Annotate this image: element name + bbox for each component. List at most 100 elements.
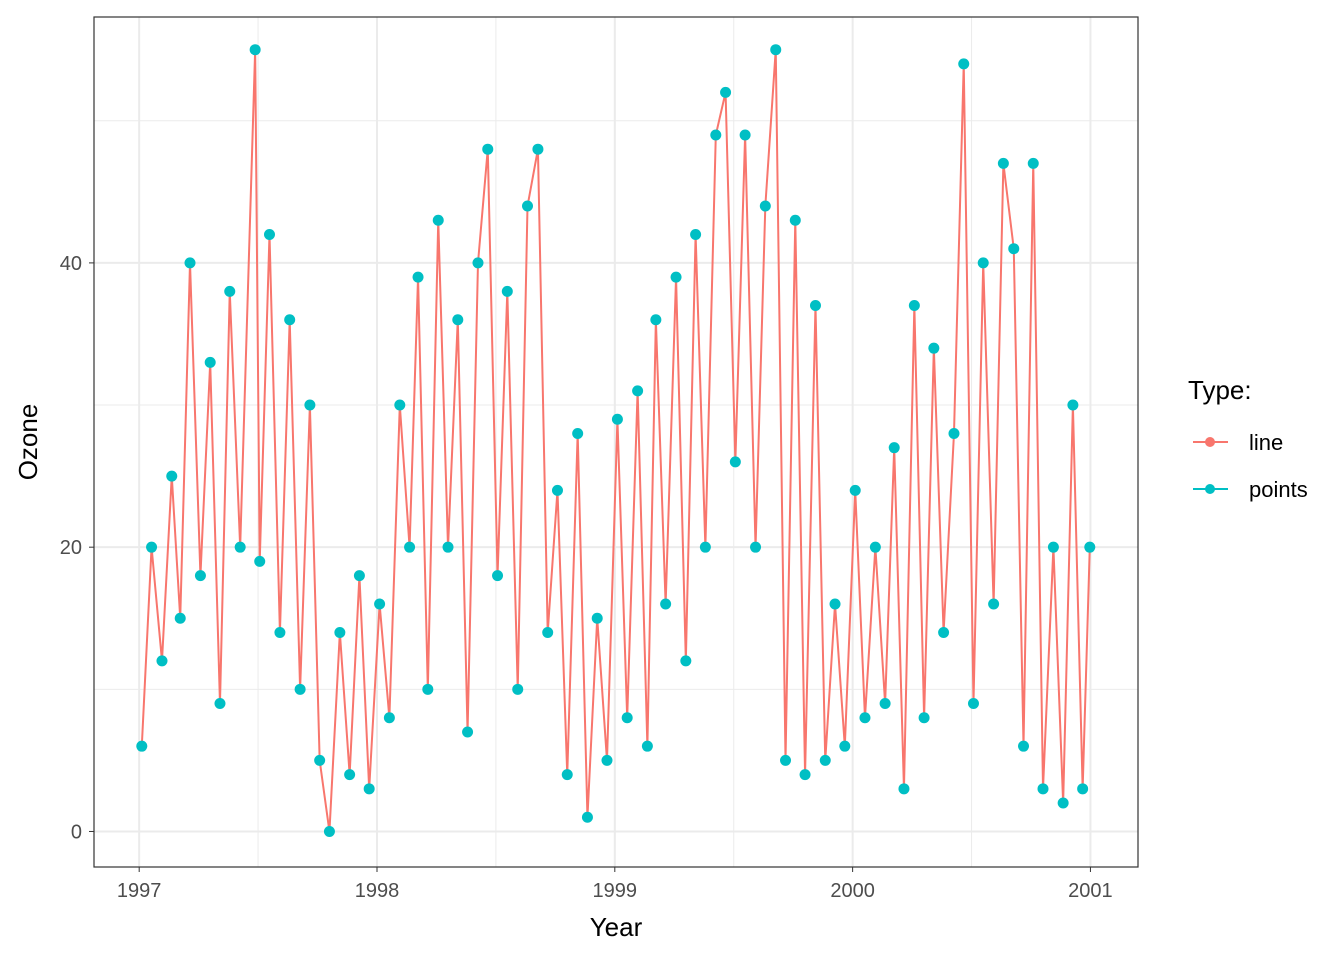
grid [94, 17, 1138, 867]
legend: Type: line points [1188, 375, 1308, 502]
data-point [1037, 783, 1049, 795]
data-point [532, 143, 544, 155]
x-tick-label: 1999 [593, 880, 638, 902]
data-point [374, 598, 386, 610]
data-point [780, 754, 792, 766]
data-point [849, 484, 861, 496]
data-point [482, 143, 494, 155]
data-point [908, 300, 920, 312]
x-axis: 1997 1998 1999 2000 2001 [117, 867, 1113, 902]
data-point [641, 740, 653, 752]
data-point [977, 257, 989, 269]
data-point [383, 712, 395, 724]
data-point [1047, 541, 1059, 553]
data-point [770, 44, 782, 56]
data-point [819, 754, 831, 766]
data-point [1077, 783, 1089, 795]
data-point [789, 214, 801, 226]
data-point [146, 541, 158, 553]
data-point [1027, 157, 1039, 169]
data-point [591, 612, 603, 624]
y-axis: 0 20 40 [60, 253, 94, 843]
data-point [1067, 399, 1079, 411]
x-tick-label: 1997 [117, 880, 162, 902]
data-point [839, 740, 851, 752]
y-tick-label: 40 [60, 253, 82, 275]
legend-label-points: points [1249, 477, 1308, 502]
data-point [720, 86, 732, 98]
data-point [294, 683, 306, 695]
data-point [501, 285, 513, 297]
data-point [988, 598, 1000, 610]
data-point [274, 626, 286, 638]
data-point [394, 399, 406, 411]
data-point [918, 712, 930, 724]
y-tick-label: 20 [60, 537, 82, 559]
series-layer [136, 44, 1096, 837]
data-point [809, 300, 821, 312]
data-point [958, 58, 970, 70]
data-point [601, 754, 613, 766]
data-point [422, 683, 434, 695]
x-tick-label: 2001 [1068, 880, 1113, 902]
data-point [492, 570, 504, 582]
data-point [344, 769, 356, 781]
data-point [263, 228, 275, 240]
data-point [938, 626, 950, 638]
data-point [739, 129, 751, 141]
x-tick-label: 2000 [830, 880, 875, 902]
data-point [759, 200, 771, 212]
data-point [284, 314, 296, 326]
data-point [799, 769, 811, 781]
data-point [404, 541, 416, 553]
data-point [334, 626, 346, 638]
data-point [967, 698, 979, 710]
data-point [948, 427, 960, 439]
data-point [353, 570, 365, 582]
data-point [572, 427, 584, 439]
data-point [174, 612, 186, 624]
data-point [928, 342, 940, 354]
data-point [542, 626, 554, 638]
data-point [363, 783, 375, 795]
legend-key-points [1193, 484, 1228, 494]
data-point [1008, 243, 1020, 255]
data-point [888, 442, 900, 454]
data-point [660, 598, 672, 610]
data-point [690, 228, 702, 240]
data-point [156, 655, 168, 667]
data-point [472, 257, 484, 269]
data-point [214, 698, 226, 710]
data-point [314, 754, 326, 766]
data-point [136, 740, 148, 752]
data-point [869, 541, 881, 553]
data-point [1018, 740, 1030, 752]
data-point [249, 44, 261, 56]
data-point [829, 598, 841, 610]
panel-border [93, 16, 1139, 868]
data-point [1084, 541, 1096, 553]
data-point [621, 712, 633, 724]
data-point [432, 214, 444, 226]
data-point [323, 825, 335, 837]
data-point [750, 541, 762, 553]
data-point [254, 555, 266, 567]
x-axis-title: Year [590, 912, 643, 942]
data-point [234, 541, 246, 553]
data-point [581, 811, 593, 823]
data-point [304, 399, 316, 411]
data-point [462, 726, 474, 738]
y-axis-title: Ozone [13, 404, 43, 481]
data-point [512, 683, 524, 695]
data-point [551, 484, 563, 496]
data-point [224, 285, 236, 297]
data-point [729, 456, 741, 468]
data-point [632, 385, 644, 397]
data-point [194, 570, 206, 582]
data-point [1057, 797, 1069, 809]
legend-title: Type: [1188, 375, 1252, 405]
data-point [879, 698, 891, 710]
data-point [442, 541, 454, 553]
data-point [452, 314, 464, 326]
